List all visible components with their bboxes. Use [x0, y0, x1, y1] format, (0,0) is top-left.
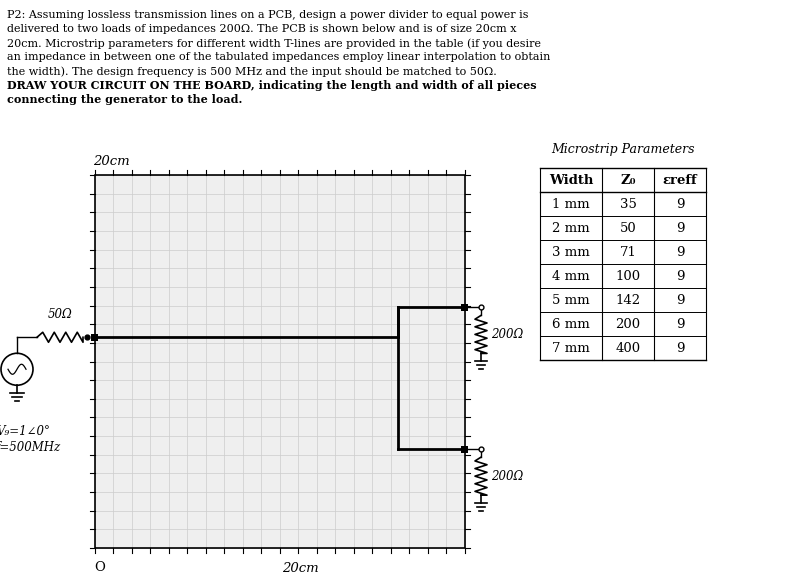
- Text: 9: 9: [676, 245, 684, 258]
- Text: Width: Width: [549, 174, 593, 186]
- Text: 9: 9: [676, 269, 684, 283]
- Text: 1 mm: 1 mm: [553, 197, 590, 211]
- Text: 50: 50: [620, 222, 637, 234]
- Bar: [461, 446, 468, 453]
- Text: 4 mm: 4 mm: [553, 269, 590, 283]
- Text: 6 mm: 6 mm: [552, 317, 590, 331]
- Text: 400: 400: [616, 342, 641, 354]
- Text: the width). The design frequency is 500 MHz and the input should be matched to 5: the width). The design frequency is 500 …: [7, 66, 497, 76]
- Text: 200Ω: 200Ω: [491, 470, 523, 483]
- Text: 2 mm: 2 mm: [553, 222, 590, 234]
- Text: 9: 9: [676, 294, 684, 306]
- Text: V₉=1∠0°: V₉=1∠0°: [0, 425, 50, 438]
- Text: 20cm. Microstrip parameters for different width T-lines are provided in the tabl: 20cm. Microstrip parameters for differen…: [7, 38, 541, 49]
- Text: εreff: εreff: [663, 174, 697, 186]
- Text: an impedance in between one of the tabulated impedances employ linear interpolat: an impedance in between one of the tabul…: [7, 52, 550, 62]
- Text: 3 mm: 3 mm: [552, 245, 590, 258]
- Text: DRAW YOUR CIRCUIT ON THE BOARD, indicating the length and width of all pieces: DRAW YOUR CIRCUIT ON THE BOARD, indicati…: [7, 80, 536, 91]
- Text: 200Ω: 200Ω: [491, 328, 523, 341]
- Text: delivered to two loads of impedances 200Ω. The PCB is shown below and is of size: delivered to two loads of impedances 200…: [7, 24, 516, 34]
- Bar: [95, 175, 465, 548]
- Text: 9: 9: [676, 342, 684, 354]
- Text: 142: 142: [616, 294, 641, 306]
- Bar: [461, 304, 468, 311]
- Text: 100: 100: [616, 269, 641, 283]
- Text: connecting the generator to the load.: connecting the generator to the load.: [7, 94, 243, 105]
- Text: 5 mm: 5 mm: [553, 294, 590, 306]
- Text: 9: 9: [676, 317, 684, 331]
- Text: f=500MHz: f=500MHz: [0, 441, 61, 455]
- Text: 20cm: 20cm: [93, 155, 129, 168]
- Text: Z₀: Z₀: [621, 174, 636, 186]
- Text: 200: 200: [616, 317, 641, 331]
- Text: 7 mm: 7 mm: [552, 342, 590, 354]
- Text: 50Ω: 50Ω: [48, 308, 72, 321]
- Text: 20cm: 20cm: [282, 562, 319, 575]
- Text: Microstrip Parameters: Microstrip Parameters: [551, 143, 695, 156]
- Text: 9: 9: [676, 222, 684, 234]
- Text: 35: 35: [620, 197, 637, 211]
- Text: P2: Assuming lossless transmission lines on a PCB, design a power divider to equ: P2: Assuming lossless transmission lines…: [7, 10, 528, 20]
- Text: O: O: [95, 561, 105, 574]
- Bar: [91, 334, 99, 341]
- Text: 9: 9: [676, 197, 684, 211]
- Text: 71: 71: [620, 245, 637, 258]
- Bar: [95, 175, 465, 548]
